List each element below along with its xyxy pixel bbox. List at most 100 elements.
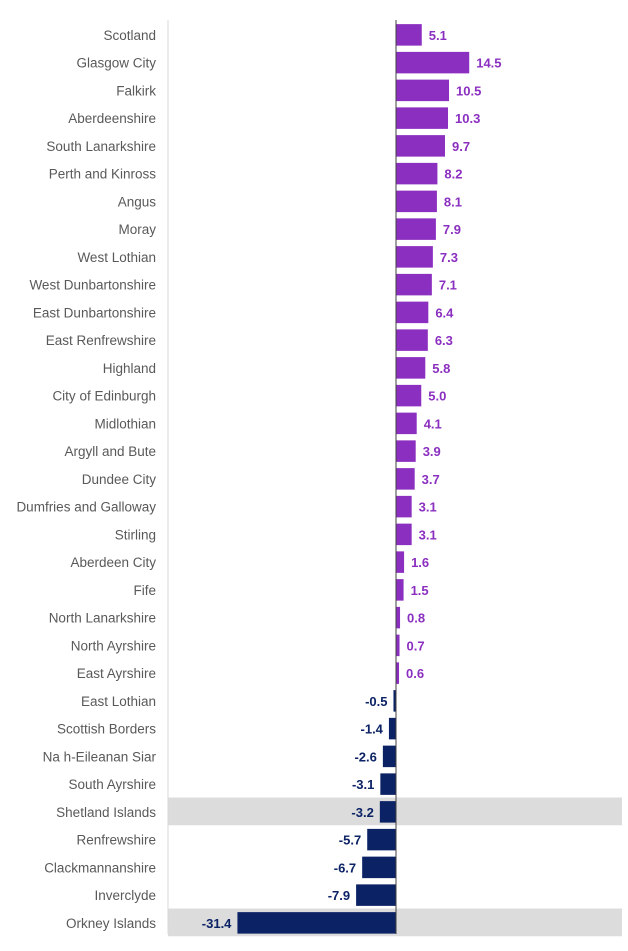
value-label-city-of-edinburgh: 5.0	[428, 389, 446, 404]
category-label-aberdeen-city: Aberdeen City	[70, 555, 156, 570]
category-label-dumfries-and-galloway: Dumfries and Galloway	[16, 500, 156, 515]
category-label-dundee-city: Dundee City	[82, 472, 157, 487]
value-label-south-ayrshire: -3.1	[352, 777, 374, 792]
bar-south-lanarkshire	[396, 135, 445, 157]
category-label-north-ayrshire: North Ayrshire	[71, 638, 156, 653]
value-label-scotland: 5.1	[429, 28, 447, 43]
category-label-shetland-islands: Shetland Islands	[56, 805, 156, 820]
value-label-east-ayrshire: 0.6	[406, 666, 424, 681]
bar-fife	[396, 579, 404, 601]
category-label-angus: Angus	[118, 194, 157, 209]
value-label-perth-and-kinross: 8.2	[444, 167, 462, 182]
value-label-orkney-islands: -31.4	[202, 916, 232, 931]
category-label-falkirk: Falkirk	[116, 83, 156, 98]
value-label-aberdeen-city: 1.6	[411, 555, 429, 570]
bar-inverclyde	[356, 884, 396, 906]
category-label-north-lanarkshire: North Lanarkshire	[49, 611, 156, 626]
category-label-aberdeenshire: Aberdeenshire	[68, 111, 156, 126]
bar-na-h-eileanan-siar	[382, 745, 396, 768]
value-label-shetland-islands: -3.2	[351, 805, 373, 820]
value-label-moray: 7.9	[443, 222, 461, 237]
bar-north-lanarkshire	[396, 606, 401, 629]
category-label-city-of-edinburgh: City of Edinburgh	[52, 389, 156, 404]
bar-shetland-islands	[379, 801, 396, 823]
category-label-west-dunbartonshire: West Dunbartonshire	[29, 278, 156, 293]
category-label-inverclyde: Inverclyde	[94, 888, 156, 903]
value-label-argyll-and-bute: 3.9	[423, 444, 441, 459]
value-label-angus: 8.1	[444, 194, 462, 209]
category-label-highland: Highland	[103, 361, 156, 376]
category-label-midlothian: Midlothian	[94, 416, 156, 431]
bar-renfrewshire	[367, 828, 396, 851]
bar-midlothian	[396, 412, 417, 435]
value-label-dumfries-and-galloway: 3.1	[419, 500, 437, 515]
bar-argyll-and-bute	[396, 440, 416, 462]
bar-angus	[396, 190, 437, 213]
value-label-west-dunbartonshire: 7.1	[439, 278, 457, 293]
bar-clackmannanshire	[362, 856, 396, 879]
category-label-east-renfrewshire: East Renfrewshire	[46, 333, 156, 348]
bar-south-ayrshire	[380, 773, 396, 795]
bar-moray	[396, 218, 436, 240]
category-label-renfrewshire: Renfrewshire	[76, 833, 156, 848]
bar-east-dunbartonshire	[396, 301, 429, 324]
value-label-north-ayrshire: 0.7	[407, 638, 425, 653]
bar-stirling	[396, 523, 412, 546]
bar-dumfries-and-galloway	[396, 495, 412, 518]
value-label-renfrewshire: -5.7	[339, 833, 361, 848]
bar-west-lothian	[396, 246, 433, 268]
bar-highland	[396, 357, 426, 379]
value-label-falkirk: 10.5	[456, 83, 481, 98]
category-label-perth-and-kinross: Perth and Kinross	[49, 167, 157, 182]
value-label-fife: 1.5	[411, 583, 429, 598]
value-label-east-dunbartonshire: 6.4	[435, 305, 454, 320]
category-label-clackmannanshire: Clackmannanshire	[44, 860, 156, 875]
category-label-stirling: Stirling	[115, 527, 156, 542]
category-label-south-lanarkshire: South Lanarkshire	[46, 139, 156, 154]
value-label-aberdeenshire: 10.3	[455, 111, 480, 126]
category-label-scotland: Scotland	[103, 28, 156, 43]
category-label-fife: Fife	[133, 583, 156, 598]
value-label-east-renfrewshire: 6.3	[435, 333, 453, 348]
value-label-na-h-eileanan-siar: -2.6	[354, 749, 376, 764]
category-label-east-dunbartonshire: East Dunbartonshire	[33, 305, 156, 320]
bar-east-lothian	[393, 690, 396, 712]
value-labels: 5.1 14.5 10.5 10.3 9.7 8.2 8.1 7.9 7.3 7.1 6.4 6.3 5…	[202, 28, 502, 931]
value-label-glasgow-city: 14.5	[476, 56, 501, 71]
bar-aberdeenshire	[396, 107, 449, 129]
category-labels: Scotland Glasgow City Falkirk Aberdeenshire…	[16, 28, 156, 931]
value-label-stirling: 3.1	[419, 527, 437, 542]
bar-north-ayrshire	[396, 634, 400, 657]
category-label-west-lothian: West Lothian	[77, 250, 156, 265]
bar-west-dunbartonshire	[396, 273, 432, 296]
value-label-inverclyde: -7.9	[328, 888, 350, 903]
category-label-east-ayrshire: East Ayrshire	[77, 666, 156, 681]
value-label-scottish-borders: -1.4	[361, 722, 384, 737]
bar-scotland	[396, 24, 422, 46]
category-label-orkney-islands: Orkney Islands	[66, 916, 156, 931]
bar-aberdeen-city	[396, 551, 405, 573]
value-label-highland: 5.8	[432, 361, 450, 376]
bar-east-renfrewshire	[396, 329, 428, 351]
bar-scottish-borders	[388, 717, 396, 740]
bar-glasgow-city	[396, 51, 470, 74]
value-label-midlothian: 4.1	[424, 416, 442, 431]
bar-dundee-city	[396, 468, 415, 490]
value-label-north-lanarkshire: 0.8	[407, 611, 425, 626]
category-label-east-lothian: East Lothian	[81, 694, 156, 709]
category-label-glasgow-city: Glasgow City	[76, 56, 156, 71]
category-label-moray: Moray	[118, 222, 156, 237]
value-label-dundee-city: 3.7	[422, 472, 440, 487]
bar-perth-and-kinross	[396, 162, 438, 185]
bar-falkirk	[396, 79, 450, 102]
bar-east-ayrshire	[396, 662, 400, 684]
category-label-argyll-and-bute: Argyll and Bute	[64, 444, 156, 459]
value-label-clackmannanshire: -6.7	[334, 860, 356, 875]
category-label-scottish-borders: Scottish Borders	[57, 722, 156, 737]
category-label-na-h-eileanan-siar: Na h-Eileanan Siar	[43, 749, 157, 764]
value-label-west-lothian: 7.3	[440, 250, 458, 265]
bar-orkney-islands	[237, 912, 396, 934]
value-label-south-lanarkshire: 9.7	[452, 139, 470, 154]
